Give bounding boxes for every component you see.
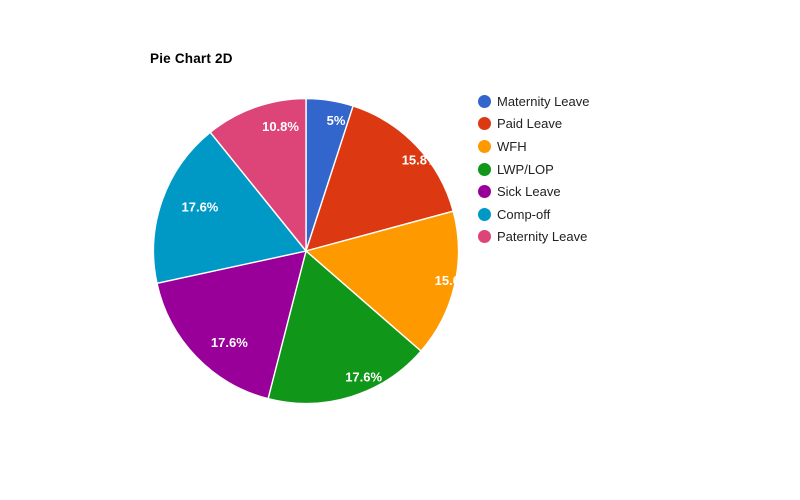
- pie-slice-sick-leave[interactable]: [156, 250, 307, 400]
- legend-marker-icon: [478, 139, 491, 153]
- legend-marker-icon: [478, 94, 491, 108]
- legend-item-label: LWP/LOP: [497, 161, 554, 177]
- pie-slice-paid-leave[interactable]: [305, 105, 454, 252]
- legend-item-paternity-leave[interactable]: Paternity Leave: [478, 226, 590, 249]
- legend-item-label: WFH: [497, 138, 527, 154]
- legend-item-wfh[interactable]: WFH: [478, 135, 590, 158]
- chart-title: Pie Chart 2D: [150, 51, 233, 66]
- slice-label-paid-leave: 15.8%: [402, 153, 439, 168]
- slice-label-paternity-leave: 10.8%: [262, 119, 299, 134]
- legend: Maternity Leave Paid Leave WFH LWP/LOP S…: [478, 90, 590, 248]
- slice-label-comp-off: 17.6%: [182, 200, 219, 215]
- legend-item-label: Paternity Leave: [497, 229, 588, 245]
- legend-marker-icon: [478, 230, 491, 244]
- legend-item-comp-off[interactable]: Comp-off: [478, 203, 590, 226]
- legend-item-lwp-lop[interactable]: LWP/LOP: [478, 158, 590, 181]
- slice-label-sick-leave: 17.6%: [211, 335, 248, 350]
- slice-label-wfh: 15.6%: [435, 273, 472, 288]
- legend-item-label: Sick Leave: [497, 184, 561, 200]
- legend-item-paid-leave[interactable]: Paid Leave: [478, 113, 590, 136]
- legend-item-sick-leave[interactable]: Sick Leave: [478, 180, 590, 203]
- legend-marker-icon: [478, 207, 491, 221]
- pie-slice-comp-off[interactable]: [152, 131, 307, 285]
- legend-marker-icon: [478, 185, 491, 199]
- legend-marker-icon: [478, 117, 491, 131]
- slice-label-lwp-lop: 17.6%: [345, 370, 382, 385]
- legend-item-label: Paid Leave: [497, 116, 563, 132]
- pie-slice-lwp-lop[interactable]: [267, 250, 422, 405]
- pie-slice-paternity-leave[interactable]: [209, 97, 307, 252]
- legend-marker-icon: [478, 162, 491, 176]
- legend-item-label: Maternity Leave: [497, 93, 590, 109]
- legend-item-label: Comp-off: [497, 206, 551, 222]
- legend-item-maternity-leave[interactable]: Maternity Leave: [478, 90, 590, 113]
- pie-slice-wfh[interactable]: [305, 210, 460, 352]
- slice-label-maternity-leave: 5%: [327, 113, 346, 128]
